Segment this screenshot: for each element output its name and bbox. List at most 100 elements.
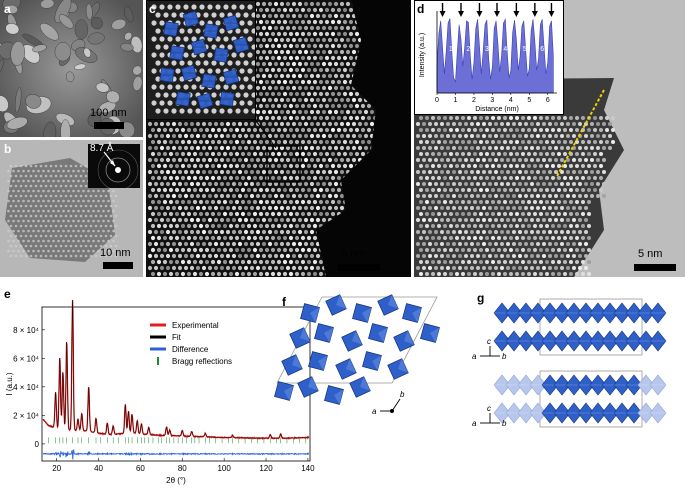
octahedron	[517, 302, 535, 324]
atom-column	[527, 164, 531, 168]
atom-column	[333, 109, 339, 115]
atom-column	[251, 12, 257, 18]
lattice-dot	[72, 199, 75, 203]
atom-column	[351, 133, 357, 139]
atom-column	[306, 271, 312, 277]
atom-column	[237, 229, 243, 235]
lattice-dot	[27, 229, 30, 233]
atom-column	[267, 205, 273, 211]
atom-column	[300, 127, 306, 133]
atom-column	[147, 205, 153, 211]
atom-column	[449, 224, 453, 228]
lattice-dot	[104, 234, 108, 238]
lattice-dot	[72, 249, 75, 253]
atom-column	[506, 242, 510, 246]
axis-b-label: b	[502, 352, 507, 361]
atom-column	[512, 182, 516, 186]
octahedron	[601, 402, 619, 424]
atom-column	[467, 116, 471, 120]
atom-column	[211, 12, 217, 18]
atom-column	[440, 146, 444, 150]
atom-column	[201, 121, 207, 127]
atom-column	[494, 194, 498, 198]
atom-column	[315, 133, 321, 139]
atom-column	[258, 247, 264, 253]
atom-column	[479, 140, 483, 144]
atom-column	[437, 116, 441, 120]
atom-column	[593, 128, 597, 132]
atom-column	[512, 146, 516, 150]
lattice-dot	[9, 174, 13, 178]
lattice-dot	[49, 204, 53, 208]
atom-column	[593, 116, 597, 120]
atom-column	[255, 193, 261, 199]
lattice-dot	[104, 244, 108, 248]
atom-column	[294, 139, 300, 145]
atom-column	[425, 200, 429, 204]
atom-column	[147, 169, 153, 175]
atom-column	[207, 217, 213, 223]
atom-column	[497, 128, 501, 132]
atom-column	[515, 260, 519, 264]
atom-column	[288, 235, 294, 241]
atom-column	[210, 271, 216, 277]
atom-column	[551, 236, 555, 240]
atom-column	[536, 122, 540, 126]
atom-column	[285, 97, 291, 103]
atom-column	[473, 152, 477, 156]
lattice-dot	[17, 249, 20, 253]
atom-column	[243, 169, 249, 175]
atom-column	[291, 205, 297, 211]
atom-column	[153, 241, 159, 247]
atom-column	[186, 259, 192, 265]
lattice-dot	[37, 229, 40, 233]
lattice-dot	[39, 174, 43, 178]
atom-column	[416, 158, 420, 162]
atom-column	[171, 253, 177, 259]
atom-column	[291, 109, 297, 115]
atom-column	[422, 242, 426, 246]
octahedron	[625, 374, 643, 396]
atom-column	[258, 19, 264, 25]
atom-column	[470, 146, 474, 150]
octahedron	[589, 402, 607, 424]
atom-column	[273, 181, 279, 187]
atom-column	[291, 253, 297, 259]
atom-column	[357, 109, 363, 115]
atom-column	[434, 206, 438, 210]
lattice-dot	[72, 239, 75, 243]
atom-column	[267, 169, 273, 175]
lattice-dot	[29, 234, 33, 238]
atom-column	[219, 265, 225, 271]
atom-column	[285, 109, 291, 115]
octahedron	[505, 402, 523, 424]
atom-column	[201, 133, 207, 139]
lattice-dot	[87, 219, 90, 223]
atom-column	[497, 200, 501, 204]
atom-column	[587, 188, 591, 192]
atom-column	[431, 128, 435, 132]
lattice-dot	[9, 194, 13, 198]
atom-column	[497, 248, 501, 252]
atom-column	[515, 272, 519, 276]
atom-column	[542, 242, 546, 246]
atom-column	[348, 7, 354, 13]
atom-column	[261, 265, 267, 271]
atom-column	[258, 211, 264, 217]
atom-column	[243, 253, 249, 259]
x-tick-label: 6	[546, 97, 550, 104]
sem-flake	[124, 32, 133, 41]
axis-b-label: b	[502, 419, 507, 428]
atom-column	[258, 67, 264, 73]
atom-column	[599, 128, 603, 132]
lattice-dot	[24, 234, 28, 238]
atom-column	[198, 139, 204, 145]
sem-flake	[74, 19, 89, 40]
atom-column	[560, 122, 564, 126]
atom-column	[282, 163, 288, 169]
lattice-dot	[17, 199, 20, 203]
atom-column	[476, 146, 480, 150]
atom-column	[479, 272, 483, 276]
atom-column	[192, 175, 198, 181]
atom-column	[482, 158, 486, 162]
